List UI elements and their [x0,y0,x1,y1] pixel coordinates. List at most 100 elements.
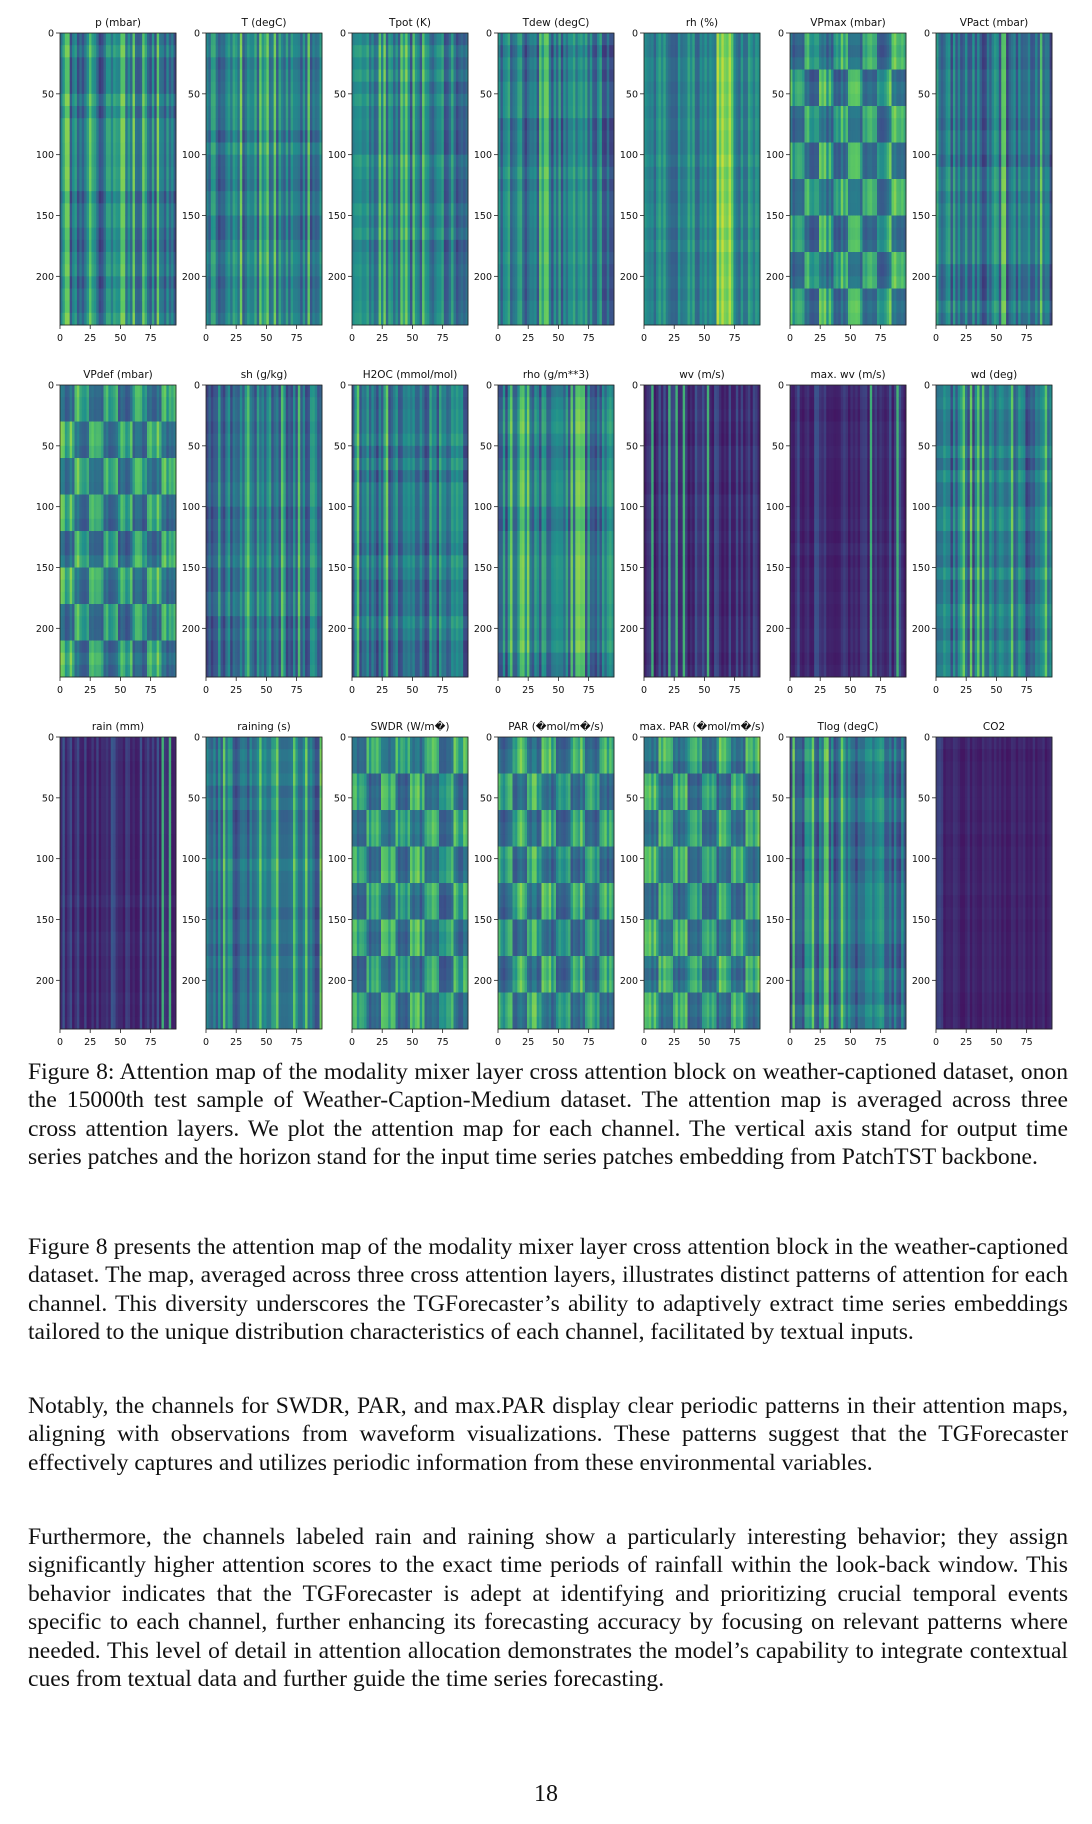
heatmap-cell [663,166,667,180]
heatmap-cell [458,154,462,168]
heatmap-cell [424,276,428,289]
heatmap-cell [142,264,145,277]
heatmap-cell [534,264,538,277]
heatmap-cell [125,191,129,204]
heatmap-cell [439,300,442,314]
heatmap-cell [548,166,552,180]
heatmap-cell [366,81,370,95]
heatmap-cell [122,81,126,95]
heatmap-cell [206,312,209,326]
heatmap-cell [127,154,131,168]
heatmap-cell [302,93,306,107]
heatmap-cell [361,239,365,253]
heatmap-cell [673,106,676,119]
heatmap-cell [108,179,112,192]
heatmap-cell [395,45,399,58]
heatmap-cell [249,239,253,253]
heatmap-cell [108,312,112,326]
heatmap-cell [173,93,177,107]
heatmap-cell [388,179,392,192]
heatmap-cell [127,276,131,289]
heatmap-cell [67,142,71,156]
heatmap-cell [361,130,365,143]
heatmap-cell [582,203,586,216]
heatmap-cell [132,215,136,229]
heatmap-cell [417,118,421,131]
heatmap-cell [670,276,674,289]
heatmap-cell [79,312,83,326]
heatmap-cell [507,69,511,83]
heatmap-cell [407,142,411,156]
heatmap-cell [118,288,121,302]
heatmap-cell [376,154,379,168]
heatmap-cell [69,69,73,83]
heatmap-cell [309,130,313,143]
heatmap-cell [230,45,233,58]
heatmap-cell [575,33,579,46]
heatmap-cell [502,166,506,180]
heatmap-cell [660,312,664,326]
heatmap-cell [543,106,547,119]
heatmap-cell [98,69,102,83]
heatmap-cell [105,166,109,180]
heatmap-cell [307,69,311,83]
heatmap-cell [658,69,662,83]
heatmap-cell [580,154,583,168]
heatmap-cell [222,239,226,253]
heatmap-cell [393,106,396,119]
heatmap-cell [388,81,392,95]
heatmap-cell [597,179,600,192]
heatmap-cell [302,142,306,156]
heatmap-cell [285,93,289,107]
heatmap-cell [285,33,289,46]
heatmap-cell [147,252,150,265]
heatmap-cell [577,81,581,95]
heatmap-cell [251,276,255,289]
heatmap-cell [93,154,97,168]
heatmap-cell [79,33,83,46]
heatmap-cell [575,154,579,168]
heatmap-cell [256,239,260,253]
heatmap-cell [122,45,126,58]
heatmap-cell [434,130,437,143]
heatmap-cell [575,239,579,253]
heatmap-cell [89,93,92,107]
heatmap-cell [668,57,671,70]
heatmap-cell [210,227,214,241]
heatmap-cell [606,81,610,95]
heatmap-cell [220,81,224,95]
heatmap-cell [261,130,265,143]
heatmap-cell [118,215,121,229]
heatmap-cell [60,57,63,70]
heatmap-cell [381,106,384,119]
heatmap-cell [570,227,574,241]
heatmap-cell [300,57,304,70]
heatmap-cell [560,45,564,58]
heatmap-cell [673,227,676,241]
heatmap-cell [604,300,608,314]
heatmap-cell [436,45,440,58]
heatmap-cell [527,106,530,119]
heatmap-cell [424,215,428,229]
heatmap-cell [307,118,311,131]
heatmap-cell [273,57,277,70]
heatmap-cell [673,130,676,143]
heatmap-cell [653,215,657,229]
heatmap-cell [453,227,457,241]
heatmap-cell [156,93,160,107]
heatmap-cell [113,166,116,180]
heatmap-cell [422,239,425,253]
heatmap-cell [276,252,279,265]
heatmap-cell [646,179,650,192]
heatmap-cell [646,203,650,216]
heatmap-cell [611,166,615,180]
heatmap-cell [541,69,545,83]
heatmap-cell [417,142,421,156]
heatmap-cell [601,215,605,229]
heatmap-cell [264,33,267,46]
heatmap-cell [431,45,435,58]
heatmap-cell [366,276,370,289]
heatmap-cell [436,106,440,119]
heatmap-cell [98,142,102,156]
heatmap-cell [443,264,447,277]
